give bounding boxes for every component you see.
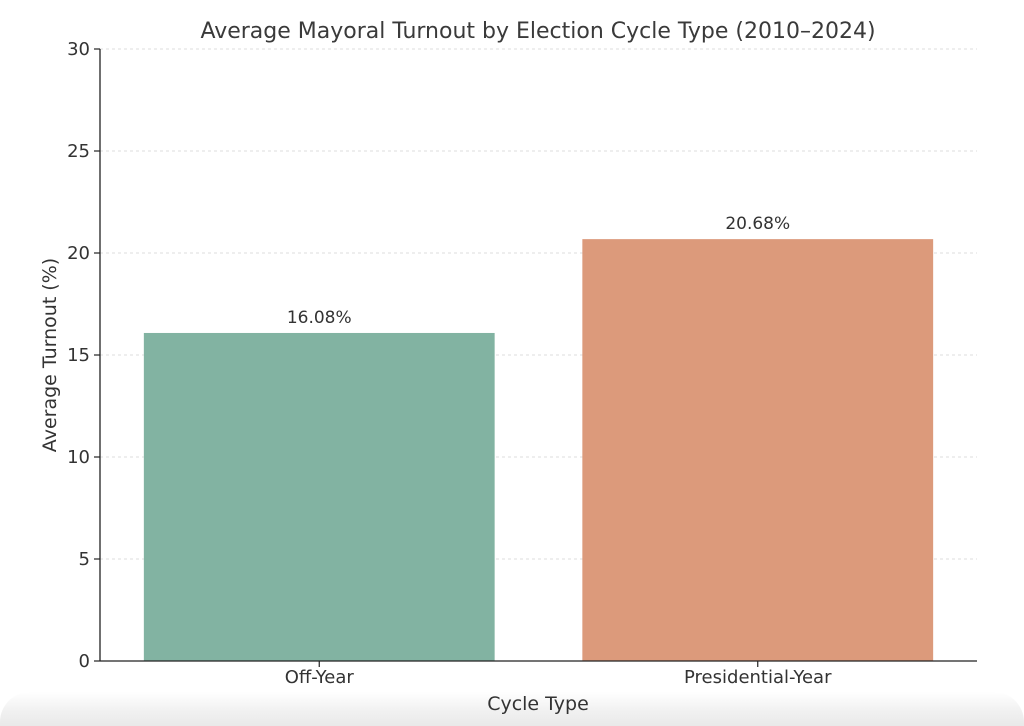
bar-value-label: 16.08%: [287, 308, 352, 328]
x-axis-ticks: Off-Year Presidential-Year: [285, 661, 832, 688]
y-tick-label: 15: [67, 345, 90, 366]
x-tick-label: Presidential-Year: [684, 667, 832, 688]
bar-off-year: [143, 332, 495, 661]
y-tick-label: 0: [79, 651, 90, 672]
y-tick-label: 30: [67, 39, 90, 60]
y-tick-label: 10: [67, 447, 90, 468]
y-tick-label: 25: [67, 141, 90, 162]
bar-presidential-year: [582, 239, 934, 662]
x-tick-label: Off-Year: [285, 667, 355, 688]
chart-title: Average Mayoral Turnout by Election Cycl…: [200, 19, 875, 44]
y-axis-ticks: 0 5 10 15 20 25 30: [67, 39, 100, 672]
y-axis-label: Average Turnout (%): [39, 258, 61, 452]
y-tick-label: 5: [79, 549, 90, 570]
bars: 16.08% 20.68%: [143, 214, 934, 662]
bar-value-label: 20.68%: [725, 214, 790, 234]
x-axis-label: Cycle Type: [487, 693, 589, 715]
y-tick-label: 20: [67, 243, 90, 264]
